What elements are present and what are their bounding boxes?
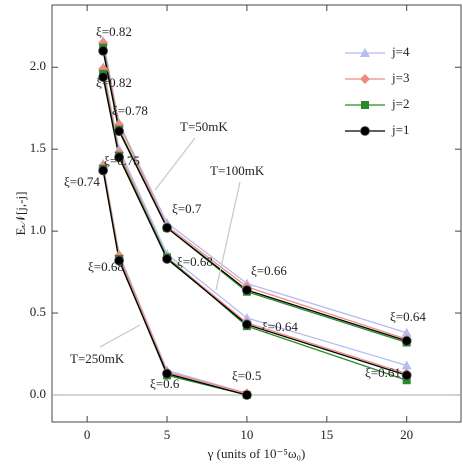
series-line	[102, 163, 248, 394]
series-line	[102, 47, 407, 344]
marker	[401, 370, 412, 381]
marker	[241, 312, 252, 322]
marker	[114, 119, 125, 130]
annotation: ξ=0.82	[96, 24, 132, 39]
annotation: ξ=0.75	[104, 153, 140, 168]
marker	[402, 376, 411, 385]
y-tick-label: 2.0	[30, 58, 46, 73]
series-line	[102, 73, 407, 381]
marker	[98, 72, 109, 82]
legend-marker	[361, 101, 369, 109]
annotation: ξ=0.68	[88, 259, 124, 274]
series-line	[102, 170, 248, 396]
annotation: ξ=0.61	[365, 365, 401, 380]
x-axis-label: γ (units of 10⁻⁵ω₀)	[207, 446, 306, 461]
marker	[114, 126, 125, 137]
annotation: ξ=0.64	[262, 319, 298, 334]
x-tick-label: 20	[400, 427, 413, 442]
arrow	[99, 324, 141, 348]
annotation: ξ=0.68	[177, 254, 213, 269]
annotation: T=100mK	[210, 163, 265, 178]
series-line	[102, 50, 407, 342]
marker	[401, 335, 412, 346]
y-tick-label: 1.5	[30, 140, 46, 155]
annotation: ξ=0.82	[96, 75, 132, 90]
marker	[98, 45, 109, 56]
x-tick-label: 10	[240, 427, 253, 442]
legend-label: j=1	[391, 122, 409, 137]
annotation: ξ=0.66	[251, 263, 287, 278]
legend-label: j=3	[391, 70, 409, 85]
legend: j=4 j=3 j=2 j=1	[345, 44, 410, 137]
arrow	[154, 137, 196, 191]
marker	[401, 327, 412, 337]
x-tick-label: 15	[320, 427, 333, 442]
plot-frame	[51, 4, 462, 423]
marker	[98, 165, 109, 176]
y-tick-label: 1.0	[30, 222, 46, 237]
y-axis-label: E𝒩[j,-j]	[13, 192, 28, 236]
legend-marker	[360, 126, 370, 136]
x-tick-label: 0	[84, 427, 91, 442]
annotation: ξ=0.7	[172, 201, 202, 216]
x-tick-label: 5	[164, 427, 171, 442]
marker	[162, 368, 172, 379]
marker	[401, 360, 412, 370]
annotation: ξ=0.74	[64, 174, 100, 189]
legend-marker	[360, 48, 370, 57]
marker	[162, 222, 172, 233]
annotation: ξ=0.64	[390, 309, 426, 324]
marker	[242, 390, 252, 400]
marker	[242, 319, 252, 330]
legend-label: j=2	[391, 96, 409, 111]
annotation: ξ=0.5	[232, 368, 261, 383]
y-tick-label: 0.0	[30, 386, 46, 401]
marker	[114, 152, 125, 163]
legend-marker	[360, 74, 370, 84]
marker	[114, 255, 125, 266]
annotation: ξ=0.78	[112, 103, 148, 118]
series-line	[102, 165, 248, 394]
annotation: ξ=0.6	[150, 376, 180, 391]
arrow	[215, 181, 241, 291]
annotation: T=50mK	[180, 119, 228, 134]
marker	[162, 254, 172, 264]
annotation: T=250mK	[70, 351, 125, 366]
y-tick-label: 0.5	[30, 304, 46, 319]
marker	[242, 285, 252, 296]
legend-label: j=4	[391, 44, 410, 59]
